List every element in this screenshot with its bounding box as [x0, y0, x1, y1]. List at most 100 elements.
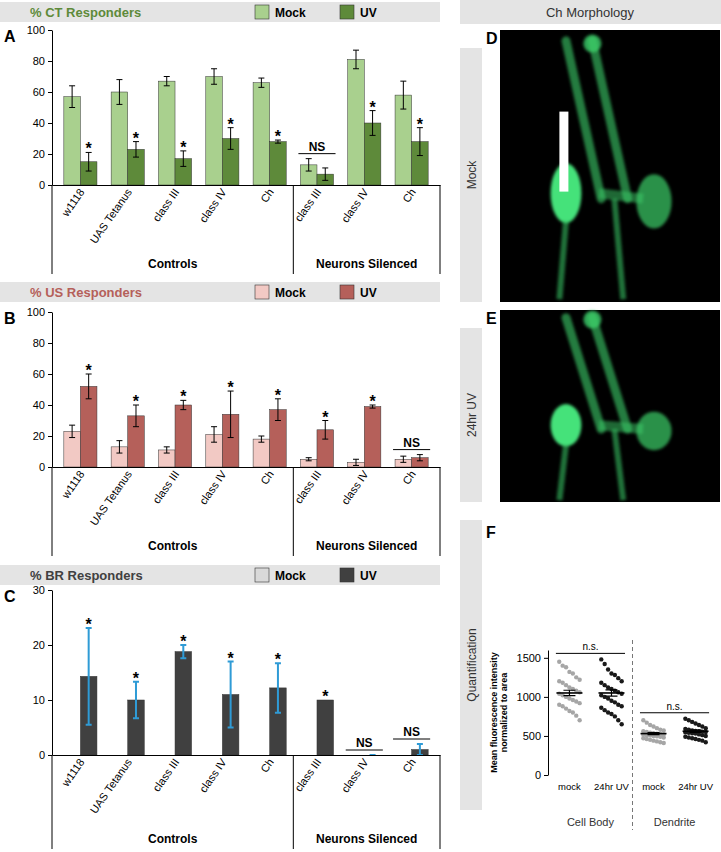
x-tick-label: class IV: [197, 756, 229, 795]
y-tick: 20: [33, 430, 52, 442]
bar: [206, 755, 223, 756]
x-axis: w1118UAS Tetanusclass IIIclass IVChclass…: [53, 186, 441, 246]
y-tick-label: 80: [33, 337, 45, 349]
dendrite: [592, 318, 627, 429]
data-point: [616, 718, 620, 722]
legend-label: Mock: [275, 6, 306, 20]
bar: [253, 83, 270, 185]
x-tick-label: UAS Tetanus: [88, 186, 135, 246]
error-bar: [563, 690, 575, 695]
y-tick-label: 0: [39, 461, 45, 473]
error-bar: [306, 159, 312, 171]
data-point: [577, 677, 581, 681]
x-tick-label: class III: [292, 468, 323, 505]
significance-label: *: [228, 116, 235, 133]
panel-letter: F: [486, 524, 496, 541]
error-bar: [258, 436, 264, 442]
x-tick-label: class IV: [339, 186, 371, 225]
error-bar: [605, 690, 617, 696]
bar: [158, 81, 175, 185]
x-tick-label: Ch: [258, 468, 276, 486]
legend-swatch: [255, 285, 269, 299]
error-bar: [417, 455, 423, 461]
y-axis-line: [52, 591, 53, 756]
legend-label: UV: [360, 6, 377, 20]
data-point: [619, 679, 623, 683]
significance-label: *: [86, 616, 93, 633]
image-panels: Ch MorphologyMockD24hr UVE: [460, 0, 721, 502]
legend-swatch: [340, 285, 354, 299]
x-tick: class III: [292, 756, 323, 793]
mean-line: [641, 733, 667, 735]
data-point: [564, 665, 568, 669]
significance-label: n.s.: [582, 641, 598, 652]
error-bar: [353, 459, 359, 465]
error-bar: [370, 754, 376, 755]
x-tick-label: class III: [150, 186, 181, 223]
bar: [175, 652, 192, 755]
panel-title: % CT Responders: [30, 5, 141, 20]
x-tick-label: Ch: [400, 756, 418, 774]
error-bar: [164, 77, 170, 86]
y-tick: 20: [33, 148, 52, 160]
x-tick: Ch: [258, 468, 276, 486]
panel-letter: D: [486, 30, 498, 47]
plot-marks: [64, 374, 428, 467]
legend-label: UV: [360, 286, 377, 300]
group-divider: [440, 185, 441, 274]
bar: [111, 92, 128, 185]
data-point: [606, 667, 610, 671]
x-axis-line: [53, 755, 441, 756]
bar: [364, 407, 381, 467]
y-tick-label: 60: [33, 86, 45, 98]
error-bar: [648, 733, 660, 735]
error-bar: [417, 744, 423, 755]
data-point: [613, 714, 617, 718]
y-tick: 40: [33, 117, 52, 129]
y-tick: 80: [33, 337, 52, 349]
bar: [348, 755, 365, 756]
y-tick: 100: [27, 306, 52, 318]
significance-label: NS: [356, 736, 373, 750]
y-axis: 020406080100: [27, 306, 53, 473]
x-tick: w1118: [59, 186, 87, 219]
y-axis-line: [52, 31, 53, 186]
x-tick: class IV: [339, 186, 371, 225]
x-tick: class IV: [339, 468, 371, 507]
dendrite-connector: [599, 425, 643, 429]
significance-label: NS: [403, 436, 420, 450]
plot-marks: [80, 628, 428, 755]
panel-header: [0, 565, 440, 585]
x-tick: UAS Tetanus: [88, 468, 135, 528]
y-tick-mark: [48, 30, 52, 31]
neuron-image: [551, 311, 672, 500]
group-label: Neurons Silenced: [316, 832, 417, 846]
y-tick: 60: [33, 86, 52, 98]
y-tick: 0: [39, 461, 52, 473]
bar: [395, 755, 412, 756]
x-tick: class III: [150, 186, 181, 223]
x-tick: Ch: [400, 756, 418, 774]
x-tick: w1118: [59, 756, 87, 789]
error-bar: [258, 78, 264, 87]
x-tick-label: 24hr UV: [678, 781, 714, 792]
bar: [64, 755, 81, 756]
error-bar: [69, 86, 75, 108]
x-axis: w1118UAS Tetanusclass IIIclass IVChclass…: [53, 756, 441, 816]
error-bar: [86, 628, 92, 725]
group-divider: [52, 467, 53, 556]
y-axis: 050010001500: [517, 651, 549, 782]
micrograph: [500, 310, 720, 502]
y-tick-mark: [544, 736, 548, 737]
y-tick: 60: [33, 368, 52, 380]
neuron-image: [551, 35, 672, 300]
significance-label: *: [180, 388, 187, 405]
x-tick: 24hr UV: [594, 781, 630, 792]
group-label: Controls: [148, 539, 198, 553]
mean-line: [683, 730, 709, 732]
dot-panel: QuantificationF050010001500Mean fluoresc…: [460, 520, 714, 830]
y-axis-title-line: normalized to area: [499, 672, 509, 753]
x-tick: Ch: [400, 468, 418, 486]
error-bar: [322, 168, 328, 180]
axon: [559, 444, 566, 500]
